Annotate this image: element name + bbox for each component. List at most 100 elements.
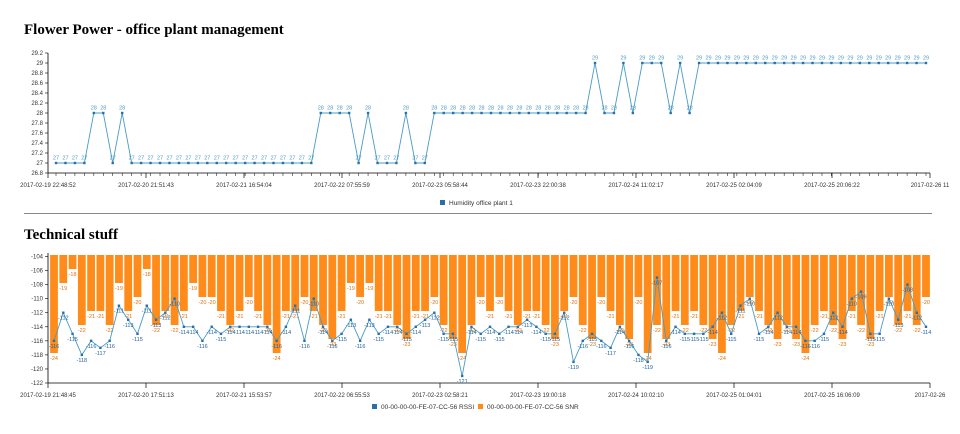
humidity-data-label: 29	[876, 56, 882, 62]
rssi-point	[52, 339, 56, 343]
snr-data-label: -21	[310, 314, 318, 320]
x-tick-label: 2017-02-23 19:00:18	[510, 393, 566, 399]
humidity-point	[310, 161, 313, 165]
snr-bar	[374, 255, 383, 311]
snr-bar	[727, 255, 736, 325]
rssi-data-label: -116	[49, 344, 60, 350]
snr-data-label: -22	[152, 328, 160, 334]
humidity-data-label: 29	[781, 56, 787, 62]
rssi-data-label: -115	[754, 337, 765, 343]
y-tick-label: -106	[31, 269, 44, 275]
rssi-data-label: -110	[846, 302, 857, 308]
x-tick-label: 2017-02-23 22:00:38	[510, 183, 566, 189]
humidity-data-label: 27	[412, 156, 418, 162]
rssi-point	[108, 339, 111, 343]
humidity-data-label: 27	[157, 156, 163, 162]
snr-bar	[291, 255, 300, 311]
rssi-data-label: -114	[188, 330, 199, 336]
humidity-point	[688, 111, 691, 115]
rssi-point	[164, 311, 167, 314]
rssi-point	[210, 325, 213, 328]
rssi-point	[303, 339, 306, 343]
humidity-point	[603, 111, 606, 115]
humidity-data-label: 28	[488, 106, 494, 112]
humidity-data-label: 27	[195, 156, 201, 162]
rssi-data-label: -110	[884, 302, 895, 308]
humidity-point	[480, 111, 483, 115]
snr-bar	[708, 255, 717, 339]
snr-data-label: -21	[291, 314, 299, 320]
rssi-point	[386, 325, 390, 328]
snr-data-label: -24	[458, 356, 466, 362]
humidity-data-label: 27	[53, 156, 59, 162]
humidity-data-label: 27	[148, 156, 154, 162]
humidity-point	[338, 111, 341, 115]
rssi-point	[256, 325, 260, 328]
rssi-point	[850, 297, 853, 300]
humidity-point	[168, 161, 171, 165]
y-tick-label: 29.2	[31, 51, 43, 57]
humidity-data-label: 27	[166, 156, 172, 162]
snr-data-label: -19	[365, 286, 373, 292]
legend[interactable]: Humidity office plant 1	[440, 200, 513, 207]
snr-bar	[541, 255, 550, 325]
humidity-point	[414, 161, 417, 165]
humidity-point	[735, 61, 739, 65]
rssi-data-label: -114	[921, 330, 932, 336]
humidity-point	[905, 61, 909, 65]
snr-bar	[384, 255, 392, 311]
rssi-data-label: -115	[540, 337, 551, 343]
rssi-data-label: -114	[531, 330, 542, 336]
humidity-data-label: 28	[573, 106, 579, 112]
rssi-point	[804, 339, 807, 343]
rssi-point	[396, 325, 399, 328]
rssi-data-label: -115	[698, 337, 709, 343]
rssi-data-label: -117	[95, 351, 106, 357]
humidity-point	[678, 61, 682, 65]
legend[interactable]: 00-00-00-00-FE-07-CC-56 RSSI 00-00-00-00…	[372, 404, 579, 411]
humidity-data-label: 28	[327, 106, 333, 112]
rssi-data-label: -107	[651, 281, 662, 287]
rssi-point	[609, 346, 612, 350]
rssi-point	[488, 325, 492, 328]
rssi-data-label: -114	[234, 330, 245, 336]
rssi-data-label: -112	[828, 316, 839, 322]
rssi-point	[535, 325, 538, 328]
rssi-point	[284, 325, 288, 328]
snr-data-label: -19	[59, 286, 67, 292]
rssi-point	[729, 332, 733, 336]
humidity-data-label: 28	[497, 106, 503, 112]
rssi-point	[887, 297, 891, 300]
rssi-data-label: -115	[865, 337, 876, 343]
humidity-data-label: 29	[620, 56, 626, 62]
snr-data-label: -23	[839, 342, 847, 348]
humidity-point	[839, 61, 843, 65]
rssi-point	[924, 325, 928, 328]
humidity-point	[433, 111, 436, 115]
snr-data-label: -18	[69, 272, 77, 278]
humidity-data-label: 28	[535, 106, 541, 112]
snr-data-label: -21	[607, 314, 615, 320]
rssi-point	[460, 374, 464, 378]
rssi-point	[665, 339, 668, 343]
humidity-point	[234, 161, 237, 165]
rssi-point	[498, 332, 501, 336]
snr-bar	[346, 255, 355, 283]
humidity-data-label: 27	[138, 156, 144, 162]
snr-bar	[810, 255, 819, 325]
humidity-point	[470, 111, 474, 115]
humidity-data-label: 27	[356, 156, 362, 162]
rssi-point	[525, 318, 529, 321]
humidity-data-label: 28	[100, 106, 106, 112]
snr-bar	[319, 255, 327, 325]
humidity-point	[537, 111, 540, 115]
snr-data-label: -22	[811, 328, 819, 334]
snr-bar	[847, 255, 856, 311]
snr-bar	[68, 255, 77, 269]
snr-data-label: -21	[672, 314, 680, 320]
rssi-data-label: -115	[67, 337, 78, 343]
humidity-point	[243, 161, 247, 165]
legend-label-humidity: Humidity office plant 1	[449, 200, 513, 207]
rssi-data-label: -113	[522, 323, 533, 329]
rssi-point	[581, 339, 584, 343]
